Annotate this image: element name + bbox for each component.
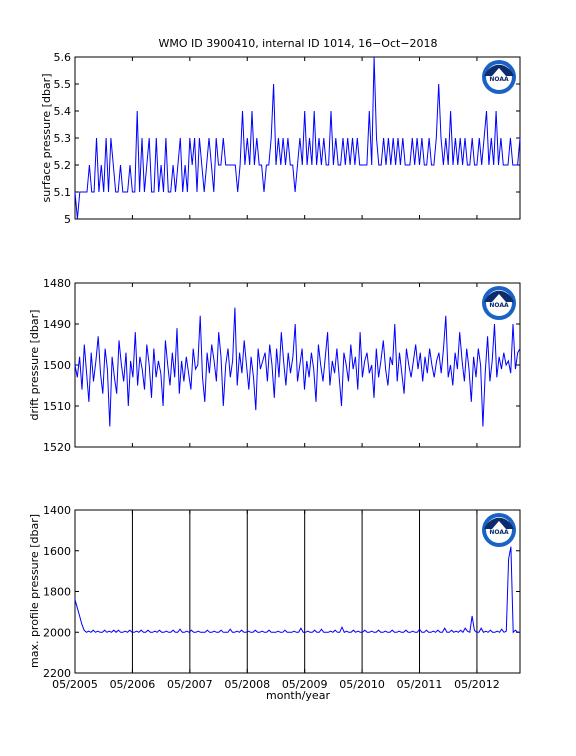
surface-pressure-plot: 5 5.1 5.2 5.3 5.4 5.5 5.6 bbox=[54, 51, 521, 226]
axes-box bbox=[74, 509, 521, 674]
max-profile-pressure-panel: max. profile pressure [dbar] 1400 1600 180… bbox=[28, 504, 521, 691]
x-tick-label: 05/2007 bbox=[167, 678, 213, 691]
x-axis-label: month/year bbox=[266, 689, 330, 702]
series-line bbox=[74, 307, 521, 427]
noaa-logo-text: NOAA bbox=[489, 529, 509, 536]
noaa-logo-text: NOAA bbox=[489, 76, 509, 83]
y-tick-label: 1480 bbox=[43, 277, 71, 290]
drift-pressure-ylabel: drift pressure [dbar] bbox=[28, 310, 41, 421]
max-profile-pressure-ylabel: max. profile pressure [dbar] bbox=[28, 514, 41, 668]
noaa-logo-text: NOAA bbox=[489, 302, 509, 309]
x-tick-label: 05/2005 bbox=[52, 678, 98, 691]
surface-pressure-panel: surface pressure [dbar] 5 5.1 5.2 5.3 5.4 5.5… bbox=[40, 51, 521, 226]
x-tick-label: 05/2006 bbox=[110, 678, 156, 691]
y-tick-label: 5.2 bbox=[54, 159, 72, 172]
y-tick-label: 2000 bbox=[43, 626, 71, 639]
series-line bbox=[74, 546, 520, 634]
figure-title: WMO ID 3900410, internal ID 1014, 16−Oct… bbox=[158, 37, 437, 50]
noaa-logo: NOAA bbox=[482, 513, 516, 547]
x-tick-label: 05/2010 bbox=[339, 678, 385, 691]
y-tick-label: 1600 bbox=[43, 545, 71, 558]
drift-pressure-panel: drift pressure [dbar] 1480 1490 1500 1510 15… bbox=[28, 277, 521, 454]
y-tick-label: 5.1 bbox=[54, 186, 72, 199]
y-tick-label: 1490 bbox=[43, 318, 71, 331]
y-tick-label: 1510 bbox=[43, 400, 71, 413]
x-tick-label: 05/2009 bbox=[282, 678, 328, 691]
x-tick-label: 05/2011 bbox=[397, 678, 443, 691]
y-tick-label: 1520 bbox=[43, 441, 71, 454]
y-tick-label: 5.3 bbox=[54, 132, 72, 145]
x-tick-label: 05/2008 bbox=[224, 678, 270, 691]
y-tick-label: 5.6 bbox=[54, 51, 72, 64]
y-tick-label: 5.4 bbox=[54, 105, 72, 118]
y-tick-label: 1500 bbox=[43, 359, 71, 372]
noaa-logo: NOAA bbox=[482, 60, 516, 94]
y-tick-label: 5 bbox=[64, 213, 71, 226]
series-line bbox=[74, 56, 521, 220]
y-tick-label: 5.5 bbox=[54, 78, 72, 91]
x-tick-label: 05/2012 bbox=[454, 678, 500, 691]
y-tick-label: 1400 bbox=[43, 504, 71, 517]
surface-pressure-ylabel: surface pressure [dbar] bbox=[40, 74, 53, 203]
noaa-logo: NOAA bbox=[482, 286, 516, 320]
drift-pressure-plot: 1480 1490 1500 1510 1520 bbox=[43, 277, 521, 454]
y-tick-label: 1800 bbox=[43, 586, 71, 599]
y-tick-label: 2200 bbox=[43, 667, 71, 680]
